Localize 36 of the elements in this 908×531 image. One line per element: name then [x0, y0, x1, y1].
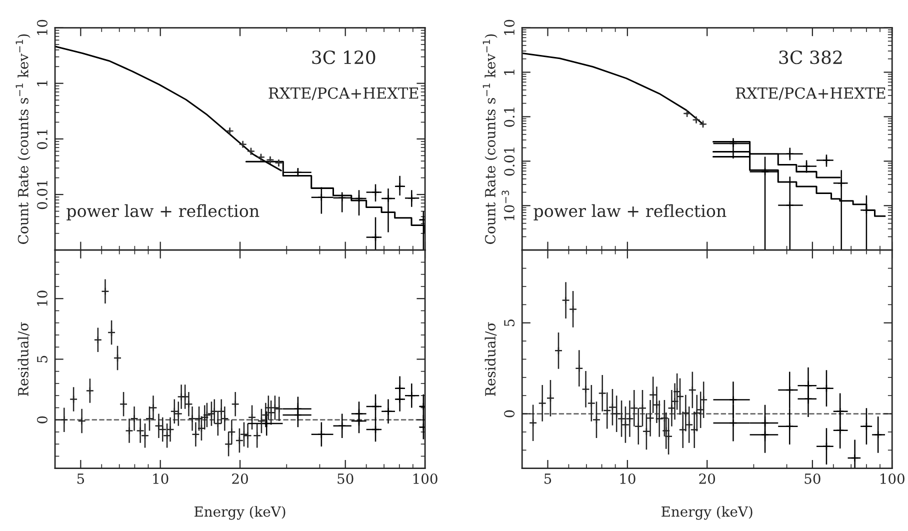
annotation: RXTE/PCA+HEXTE: [268, 87, 418, 100]
y-tick-label: 0.1: [36, 130, 48, 150]
annotation: 3C 120: [312, 50, 376, 64]
y-tick-label: 1: [504, 70, 514, 75]
y-tick-label: 0: [36, 416, 48, 424]
x-axis-title: Energy (keV): [194, 506, 286, 520]
y-tick-label: 10: [36, 20, 48, 35]
y-axis-title: Residual/σ: [18, 322, 30, 396]
y-tick-label: 0.1: [504, 108, 515, 127]
x-tick-label: 10: [620, 473, 636, 484]
y-tick-label: 10$^{−3}$: [502, 190, 514, 220]
x-tick-label: 50: [338, 473, 354, 484]
x-tick-label: 100: [880, 473, 904, 484]
x-tick-label: 5: [544, 474, 552, 484]
y-tick-label: 0: [504, 410, 515, 418]
y-tick-label: 5: [37, 356, 48, 362]
annotation: 3C 382: [779, 50, 842, 64]
x-axis-title: Energy (keV): [662, 506, 752, 520]
x-tick-label: 10: [153, 473, 168, 484]
y-axis-title: Residual/σ: [484, 322, 497, 396]
y-tick-label: 10: [504, 20, 515, 35]
x-tick-label: 20: [699, 473, 716, 484]
x-tick-label: 50: [804, 473, 820, 484]
y-tick-label: 0.01: [36, 181, 48, 210]
y-tick-label: 10: [36, 290, 48, 306]
x-tick-label: 5: [77, 474, 84, 484]
annotation: power law + reflection: [66, 204, 260, 220]
x-tick-label: 100: [413, 473, 438, 484]
y-axis-title: Count Rate (counts s$^{−1}$ kev$^{−1}$): [482, 34, 498, 244]
y-tick-label: 0.01: [504, 148, 515, 176]
annotation: power law + reflection: [534, 204, 726, 220]
annotation: RXTE/PCA+HEXTE: [736, 87, 886, 100]
y-tick-label: 5: [504, 320, 515, 326]
x-tick-label: 20: [232, 473, 248, 484]
y-tick-label: 1: [36, 80, 48, 86]
y-axis-title: Count Rate (counts s$^{−1}$ kev$^{−1}$): [16, 34, 30, 244]
